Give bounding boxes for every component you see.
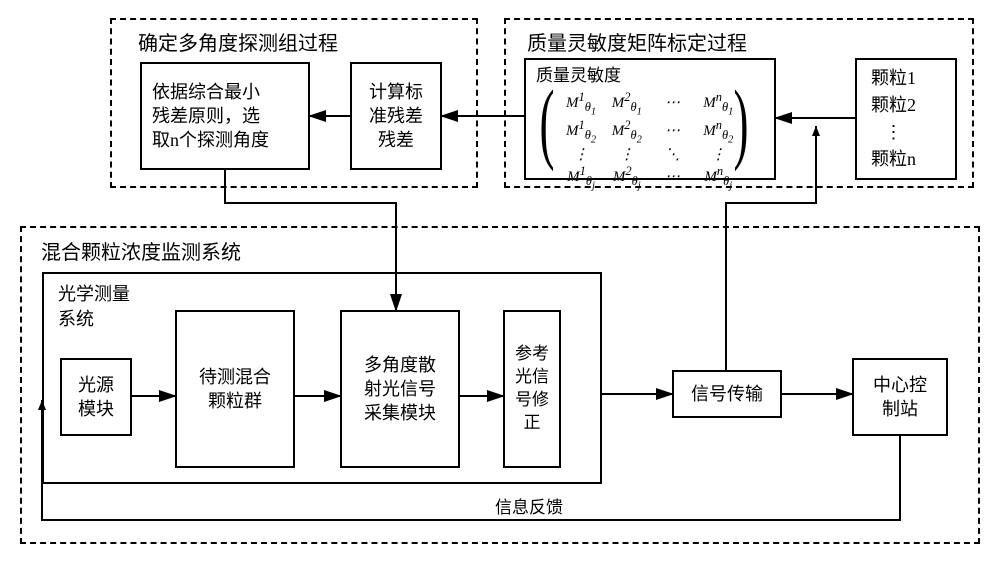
box-residual-principle: 依据综合最小残差原则，选取n个探测角度	[140, 62, 310, 170]
box-calc-residual: 计算标准残差残差	[350, 62, 442, 170]
label-light-source: 光源模块	[62, 360, 130, 434]
box-signal-transmit: 信号传输	[672, 370, 782, 418]
box-light-source: 光源模块	[60, 358, 132, 436]
label-multi-angle-module: 多角度散射光信号采集模块	[342, 312, 458, 466]
title-angle-detection: 确定多角度探测组过程	[135, 27, 341, 56]
label-feedback: 信息反馈	[495, 496, 563, 520]
label-signal-transmit: 信号传输	[674, 372, 780, 416]
label-control-station: 中心控制站	[854, 360, 946, 434]
matrix-content: ( M1θ1 M2θ1 ⋯ Mnθ1 M1θ2 M2θ2 ⋯ Mnθ2 ⋮ ⋮ …	[560, 90, 739, 192]
box-particle-group: 待测混合颗粒群	[175, 310, 295, 468]
box-multi-angle-module: 多角度散射光信号采集模块	[340, 310, 460, 468]
title-sensitivity-calibration: 质量灵敏度矩阵标定过程	[524, 27, 750, 56]
label-residual-principle: 依据综合最小残差原则，选取n个探测角度	[142, 64, 308, 168]
label-particle-group: 待测混合颗粒群	[177, 312, 293, 466]
label-calc-residual: 计算标准残差残差	[352, 64, 440, 168]
label-particles-list: 颗粒1颗粒2 ⋮颗粒n	[857, 60, 955, 178]
box-control-station: 中心控制站	[852, 358, 948, 436]
title-monitoring-system: 混合颗粒浓度监测系统	[38, 236, 244, 265]
label-optical-system-title: 光学测量系统	[58, 282, 130, 332]
label-ref-correction: 参考光信号修正	[505, 312, 559, 466]
box-ref-correction: 参考光信号修正	[503, 310, 561, 468]
box-sensitivity-matrix: 质量灵敏度 ( M1θ1 M2θ1 ⋯ Mnθ1 M1θ2 M2θ2 ⋯ Mnθ…	[524, 58, 776, 180]
box-particles-list: 颗粒1颗粒2 ⋮颗粒n	[855, 58, 957, 180]
